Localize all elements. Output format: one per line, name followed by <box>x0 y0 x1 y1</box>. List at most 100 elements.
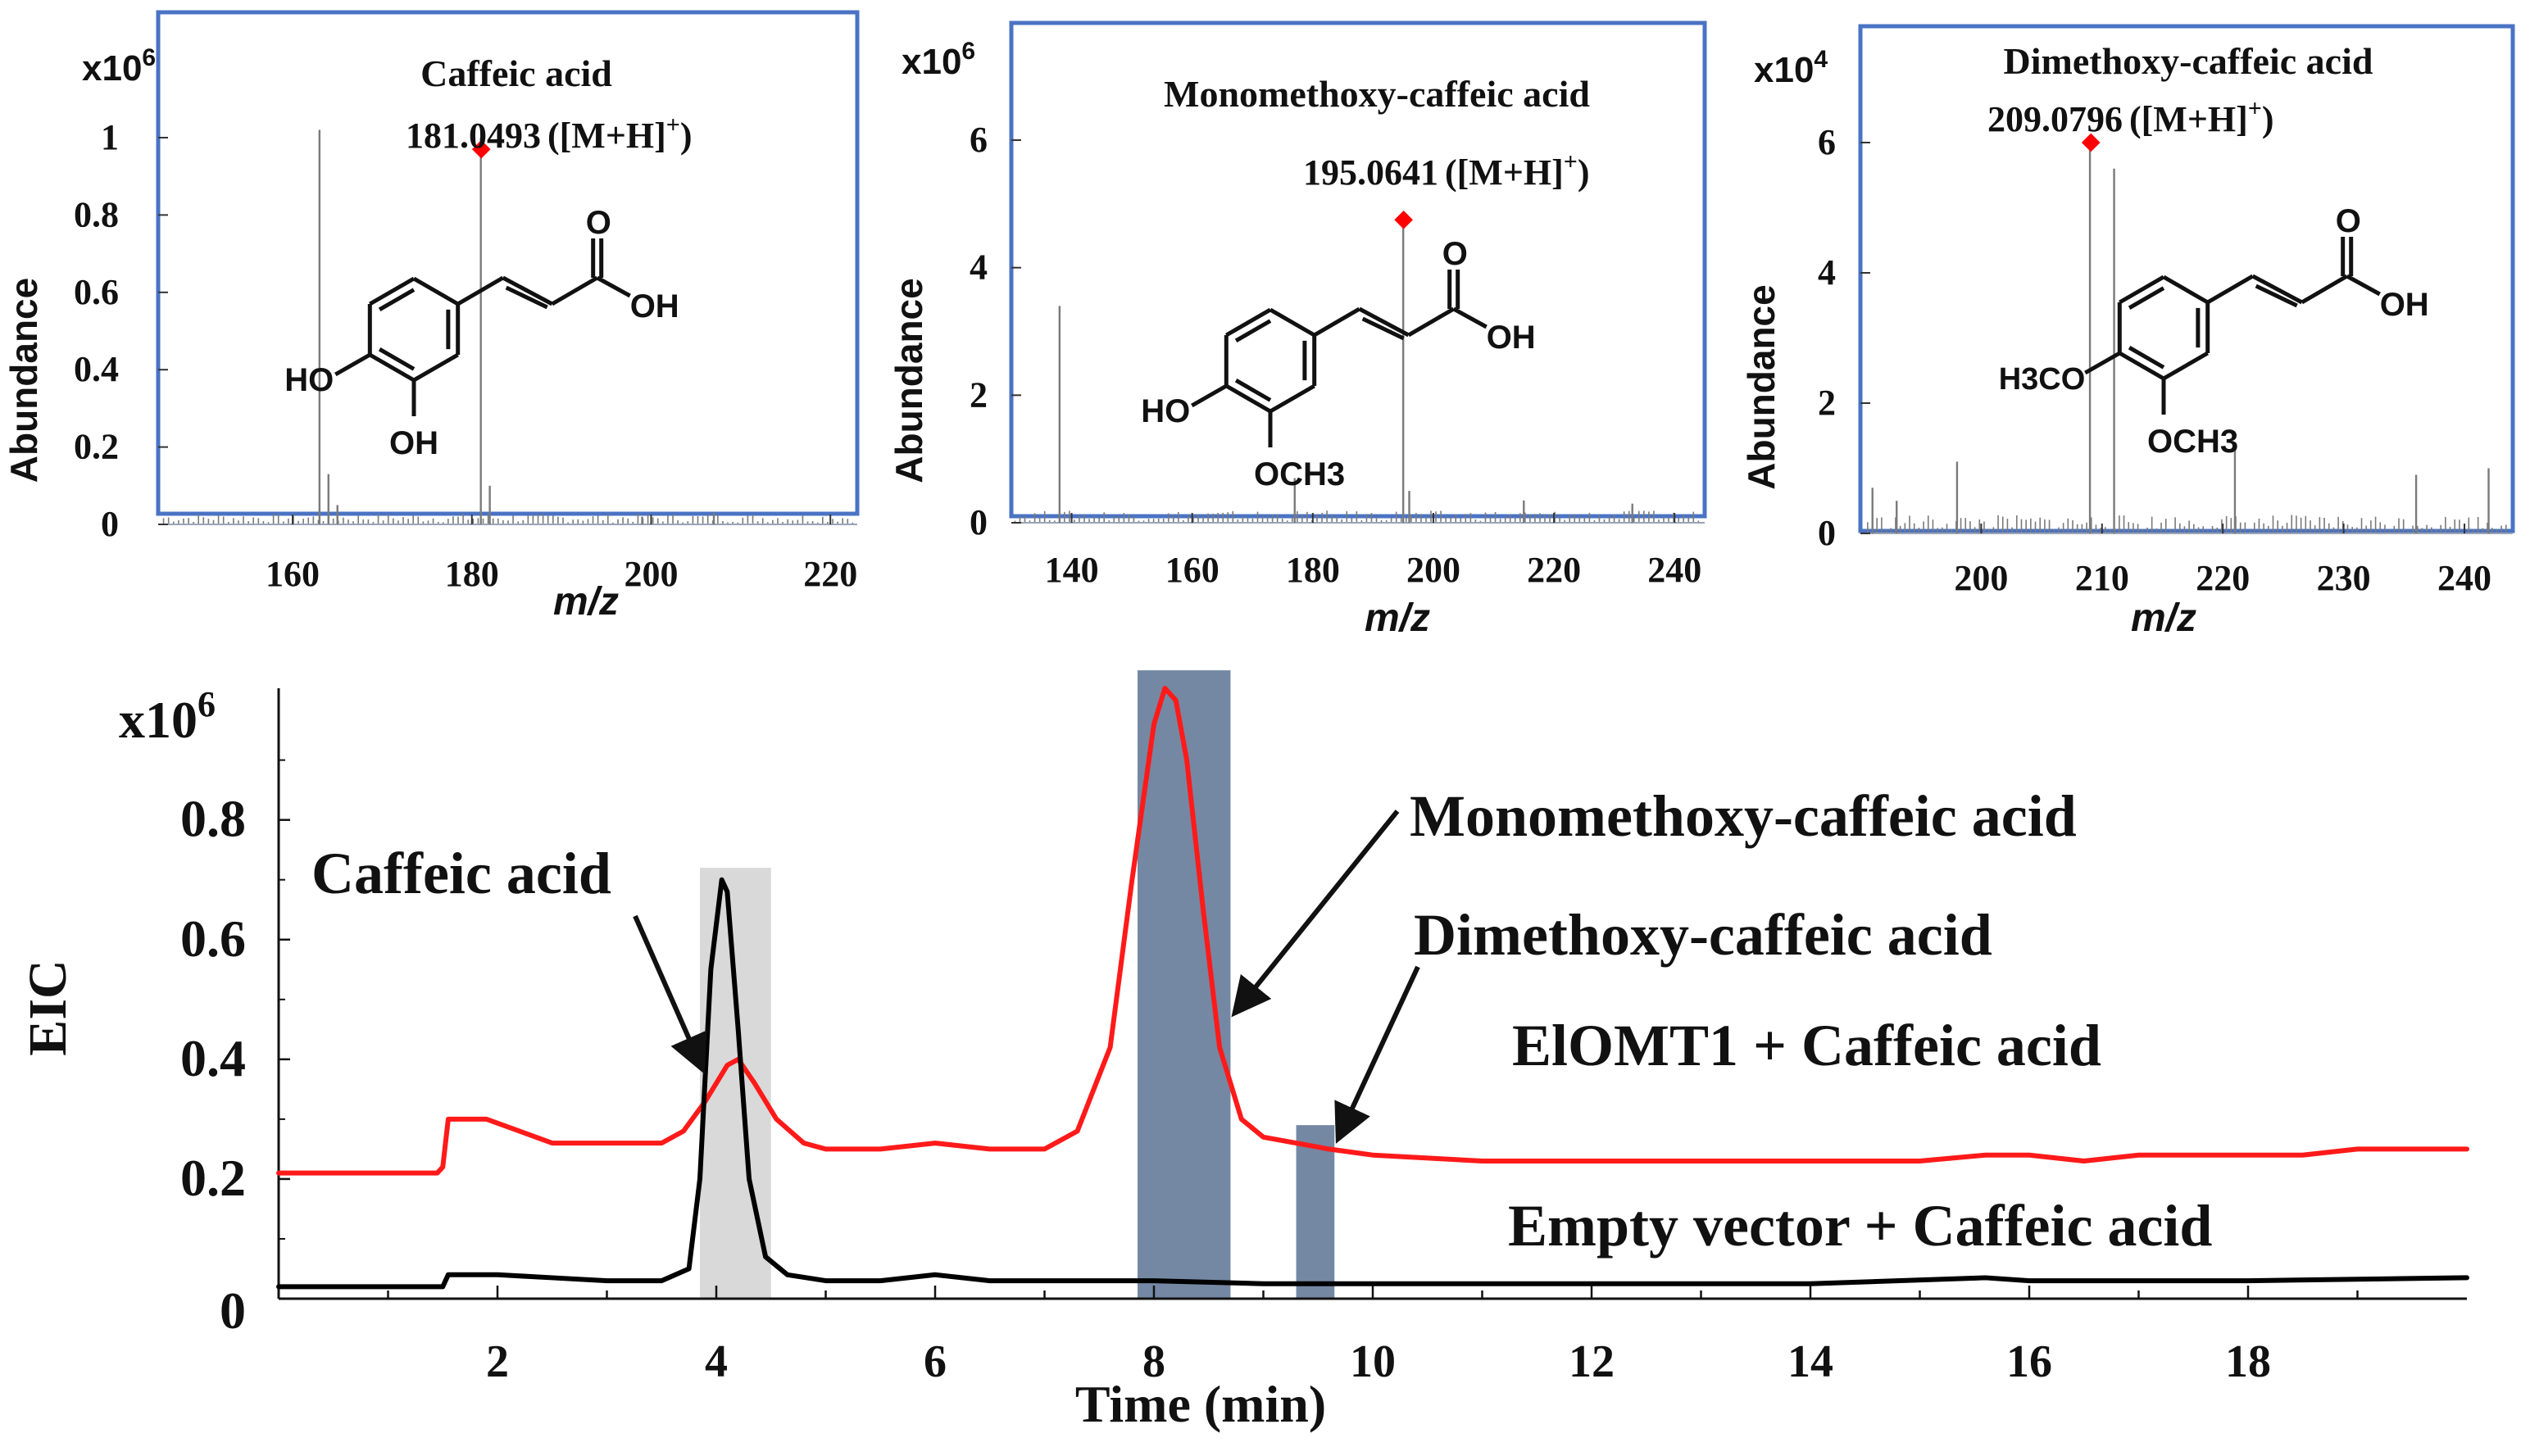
hydroxyl-bond <box>596 275 631 298</box>
exponent-label: x106 <box>82 44 156 88</box>
exponent-base: x10 <box>1754 50 1814 90</box>
ring-bond <box>1225 307 1272 338</box>
legend-empty-vector: Empty vector + Caffeic acid <box>1508 1193 2212 1259</box>
ring-double-bond <box>2128 346 2165 370</box>
y-axis-label: Abundance <box>888 278 930 483</box>
ring-double-bond <box>378 347 416 371</box>
precursor-adduct: ([M+H] <box>547 116 666 156</box>
callout-arrow <box>1334 965 1420 1144</box>
x-tick-label: 14 <box>1787 1336 1833 1387</box>
precursor-mz: 181.0493 <box>406 116 541 156</box>
x-tick-label: 8 <box>1142 1336 1165 1387</box>
y-tick-label: 2 <box>1818 383 1836 423</box>
y-tick-label: 0.6 <box>74 272 119 312</box>
y-tick-label: 4 <box>1818 252 1836 293</box>
chain-bond <box>456 275 504 306</box>
chain-bond <box>502 275 553 306</box>
para-substituent: HO <box>284 362 334 398</box>
chain-double-bond <box>505 285 548 310</box>
y-tick-label: 6 <box>970 120 988 160</box>
chain-bond <box>2301 274 2348 305</box>
molecule-structure <box>334 238 631 416</box>
x-tick-label: 230 <box>2317 558 2371 598</box>
spectrum-noise <box>1867 515 2507 533</box>
y-tick-label: 0.2 <box>180 1149 246 1207</box>
retention-band <box>1296 1125 1335 1299</box>
eic-series-empty-vector <box>276 877 2469 1290</box>
precursor-adduct: ([M+H] <box>2129 99 2248 139</box>
y-tick-label: 6 <box>1818 122 1836 162</box>
spectrum-panel-2: 0 2 4 6 140 160 180 200 220 240 x106 Abundance m/z Mo… <box>888 20 1707 640</box>
chain-bond <box>2251 274 2303 305</box>
spectrum-title: Caffeic acid <box>420 52 612 94</box>
molecule-structure <box>1191 270 1488 447</box>
chain-double-bond <box>2255 283 2298 308</box>
ring-bond <box>1269 307 1315 338</box>
x-tick-label: 240 <box>2437 558 2491 598</box>
y-tick-label: 4 <box>970 247 988 288</box>
x-tick-label: 200 <box>1954 558 2008 598</box>
y-tick-label: 0.8 <box>74 194 119 234</box>
x-tick-label: 18 <box>2225 1336 2271 1387</box>
x-tick-label: 2 <box>486 1336 509 1387</box>
ring-bond <box>369 276 416 306</box>
exponent-power: 4 <box>1814 46 1828 73</box>
substituent-bond <box>2084 351 2121 375</box>
ring-double-bond <box>1234 379 1272 402</box>
ring-bond <box>2162 274 2209 305</box>
chain-bond <box>1358 306 1410 338</box>
spectrum-panel-1: 0 0.2 0.4 0.6 0.8 1 160 180 200 220 x106 Abundance m… <box>2 10 860 624</box>
molecule-structure <box>2084 237 2381 415</box>
spectrum-frame <box>1858 24 2515 533</box>
x-tick-label: 210 <box>2075 558 2129 598</box>
precursor-close: ) <box>2262 99 2274 139</box>
x-tick-label: 220 <box>2196 558 2250 598</box>
y-axis-label: Abundance <box>2 278 45 483</box>
exponent-label: x106 <box>902 38 975 82</box>
y-tick-label: 0.4 <box>180 1029 246 1087</box>
ring-bond <box>369 352 416 383</box>
ring-bond <box>2119 274 2165 305</box>
legend-elomt1: ElOMT1 + Caffeic acid <box>1512 1013 2101 1078</box>
hydroxyl-bond <box>2346 274 2381 297</box>
precursor-annotation: 195.0641 ([M+H]+) <box>1303 148 1590 193</box>
carbonyl-oxygen: O <box>2336 203 2361 239</box>
chain-bond <box>551 275 598 306</box>
spectrum-noise <box>162 513 854 524</box>
chain-bond <box>1407 306 1455 338</box>
precursor-annotation: 181.0493 ([M+H]+) <box>406 111 693 156</box>
chain-double-bond <box>1361 316 1405 341</box>
spectrum-title: Monomethoxy-caffeic acid <box>1164 73 1590 115</box>
eic-exponent-base: x10 <box>119 691 198 749</box>
precursor-mz: 195.0641 <box>1303 152 1438 193</box>
precursor-close: ) <box>1578 152 1590 193</box>
acid-hydroxyl: OH <box>630 288 679 324</box>
acid-hydroxyl: OH <box>2380 287 2429 323</box>
x-tick-label: 140 <box>1045 550 1099 590</box>
carbonyl-oxygen: O <box>1442 236 1468 272</box>
para-substituent-text: H3CO <box>1999 362 2086 397</box>
x-tick-label: 240 <box>1647 550 1701 590</box>
ring-bond <box>1269 383 1315 414</box>
spectrum-frame <box>1009 20 1707 519</box>
spectrum-title: Dimethoxy-caffeic acid <box>2004 40 2373 82</box>
precursor-adduct: ([M+H] <box>1445 152 1564 193</box>
exponent-power: 6 <box>142 44 156 71</box>
y-tick-label: 0.8 <box>180 790 246 848</box>
y-tick-label: 0 <box>101 504 119 544</box>
y-tick-label: 0.2 <box>74 427 119 467</box>
x-axis-label: m/z <box>1365 596 1430 640</box>
ring-bond <box>2162 351 2209 381</box>
eic-y-axis-label: EIC <box>18 959 78 1055</box>
ring-double-bond <box>2128 286 2165 310</box>
spectrum-frame <box>156 10 860 516</box>
x-tick-label: 160 <box>1165 550 1220 590</box>
x-tick-label: 200 <box>1406 550 1460 590</box>
substituent-bond <box>1191 383 1228 408</box>
exponent-base: x10 <box>82 48 142 88</box>
meta-substituent: OH <box>389 425 438 461</box>
x-tick-label: 180 <box>1286 550 1340 590</box>
eic-exponent-label: x106 <box>119 684 216 749</box>
